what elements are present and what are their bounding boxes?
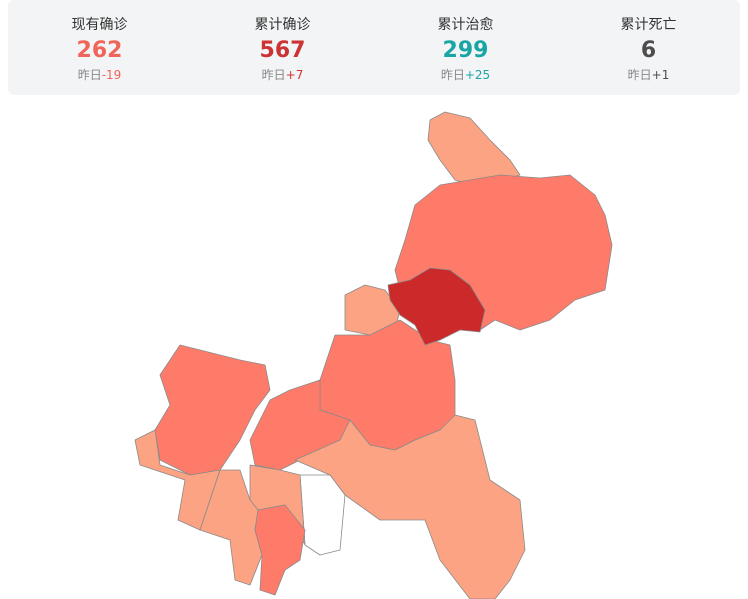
delta-value: +7: [285, 68, 304, 82]
stat-delta-row: 昨日+1: [557, 66, 740, 83]
region[interactable]: [387, 267, 486, 346]
delta-value: +1: [651, 68, 670, 82]
delta-prefix: 昨日: [261, 68, 286, 82]
region[interactable]: [299, 474, 346, 556]
delta-prefix: 昨日: [440, 68, 465, 82]
region[interactable]: [254, 504, 306, 596]
delta-prefix: 昨日: [627, 68, 652, 82]
stat-value: 299: [442, 38, 489, 63]
stat-label: 累计死亡: [620, 17, 677, 33]
stat-delta-row: 昨日+7: [191, 66, 374, 83]
stat-value: 262: [76, 38, 123, 63]
regions: [134, 111, 613, 599]
stat-label: 累计确诊: [254, 17, 311, 33]
stat-card: 累计死亡 6 昨日+1: [557, 0, 740, 95]
region-map: [134, 111, 613, 599]
region[interactable]: [344, 284, 401, 336]
region[interactable]: [294, 414, 526, 599]
stat-value: 6: [640, 38, 657, 63]
stat-value: 567: [259, 38, 306, 63]
delta-value: -19: [101, 68, 122, 82]
stat-card: 现有确诊 262 昨日-19: [8, 0, 191, 95]
stat-delta-row: 昨日+25: [374, 66, 557, 83]
stat-label: 现有确诊: [71, 17, 128, 33]
delta-value: +25: [464, 68, 491, 82]
stats-panel: 现有确诊 262 昨日-19 累计确诊 567 昨日+7 累计治愈 299 昨日+25 累计死亡 6…: [8, 0, 740, 95]
stat-card: 累计确诊 567 昨日+7: [191, 0, 374, 95]
stat-card: 累计治愈 299 昨日+25: [374, 0, 557, 95]
region[interactable]: [427, 111, 521, 186]
stat-label: 累计治愈: [437, 17, 494, 33]
stat-delta-row: 昨日-19: [8, 66, 191, 83]
delta-prefix: 昨日: [77, 68, 102, 82]
